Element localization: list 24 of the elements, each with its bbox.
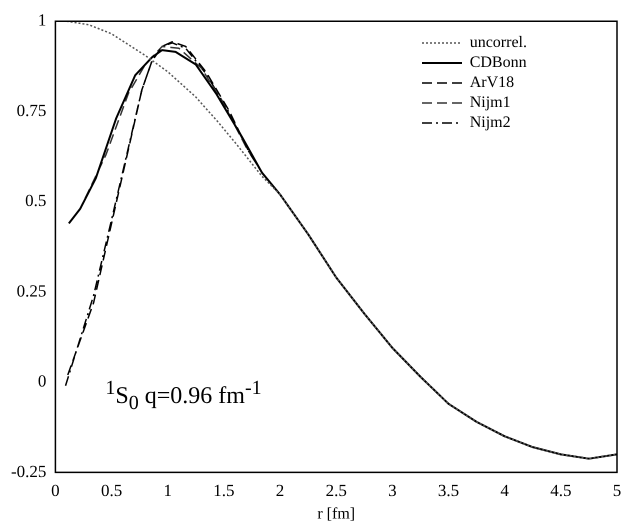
x-tick-label: 3.5	[438, 481, 460, 500]
x-tick-label: 2.5	[326, 481, 347, 500]
y-tick-label: 0.25	[16, 281, 46, 300]
x-tick-label: 2	[276, 481, 284, 500]
y-tick-label: 0.75	[16, 100, 46, 120]
y-tick-label: 0	[38, 372, 46, 391]
x-tick-label: 1.5	[213, 481, 235, 500]
x-tick-label: 0.5	[100, 481, 122, 500]
x-tick-label: 4.5	[550, 481, 572, 500]
x-tick-label: 3	[388, 481, 397, 500]
y-tick-label: -0.25	[10, 462, 46, 481]
legend-label: uncorrel.	[470, 33, 527, 54]
legend-label: Nijm1	[470, 93, 511, 114]
legend-label: ArV18	[470, 73, 514, 94]
x-tick-label: 4	[500, 481, 510, 500]
x-tick-label: 0	[51, 481, 60, 500]
y-tick-label: 0.5	[25, 191, 46, 210]
y-tick-label: 1	[38, 10, 46, 30]
x-tick-label: 1	[163, 481, 172, 500]
x-axis-title: r [fm]	[317, 506, 356, 523]
x-tick-label: 5	[612, 481, 622, 500]
legend-label: Nijm2	[470, 113, 511, 134]
legend-label: CDBonn	[470, 53, 527, 74]
annotation: $^{1}$S$_{0}$ q=0.96 fm$^{-1}$	[105, 377, 262, 416]
